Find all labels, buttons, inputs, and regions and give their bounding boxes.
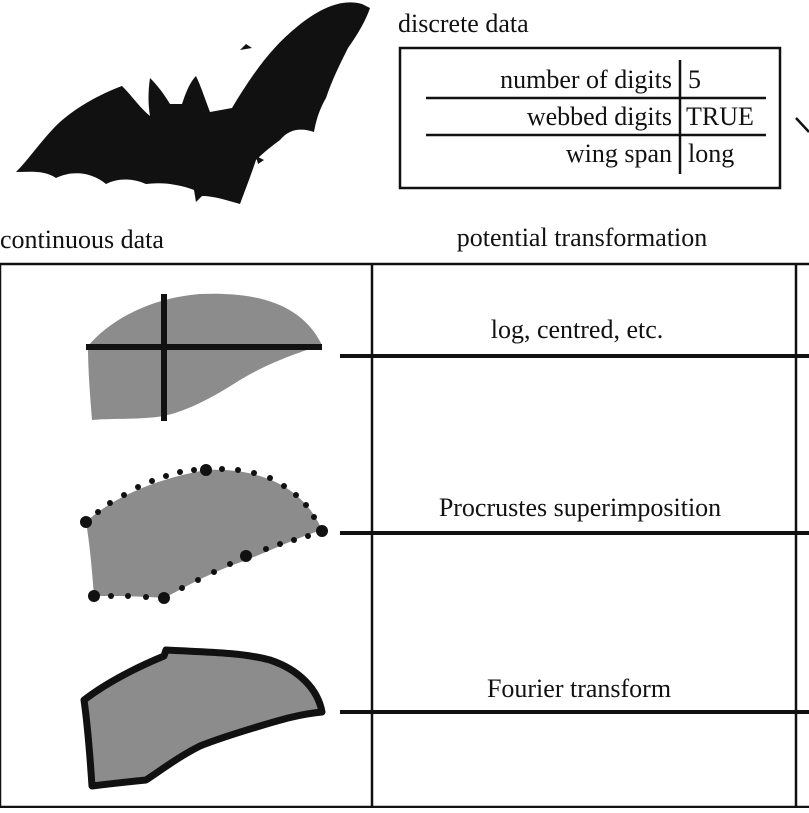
wing-linear-measurements-icon: [86, 293, 322, 421]
discrete-row-label: number of digits: [500, 65, 672, 94]
discrete-row-value: long: [688, 139, 734, 168]
transformation-label: Fourier transform: [487, 674, 671, 703]
discrete-row-label: wing span: [566, 139, 672, 168]
discrete-table-border: [398, 46, 782, 190]
transformation-label: Procrustes superimposition: [439, 493, 721, 522]
discrete-data-table: number of digits 5 webbed digits TRUE wi…: [398, 46, 782, 190]
wing-outline-icon: [80, 646, 326, 790]
bat-silhouette-icon: [16, 2, 370, 205]
continuous-data-title: continuous data: [0, 225, 164, 254]
discrete-connector-line: [795, 117, 809, 133]
discrete-row-value: 5: [688, 65, 701, 94]
transformation-title: potential transformation: [457, 223, 708, 252]
semilandmark-points: [95, 466, 317, 600]
wing-landmarks-icon: [80, 464, 328, 604]
discrete-row-label: webbed digits: [527, 102, 672, 131]
landmark-points: [80, 464, 328, 604]
discrete-row-value: TRUE: [686, 102, 754, 131]
discrete-data-title: discrete data: [398, 9, 529, 38]
transformation-label: log, centred, etc.: [491, 315, 664, 344]
